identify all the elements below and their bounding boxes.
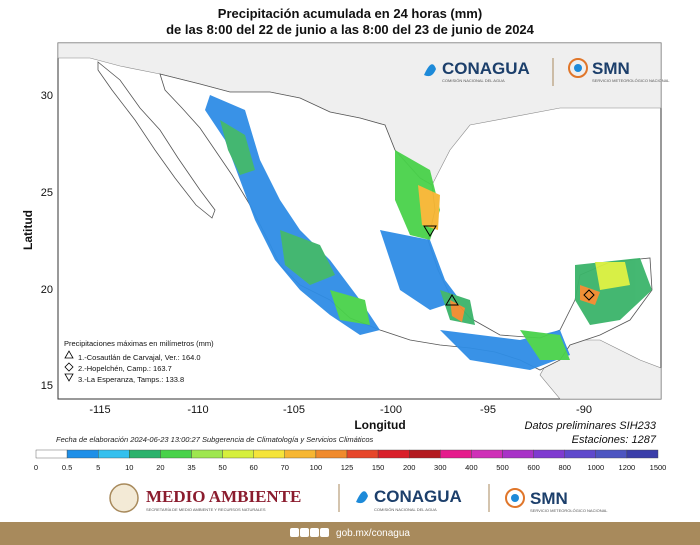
marker-la-esperanza (423, 225, 437, 237)
footer-url[interactable]: gob.mx/conagua (336, 528, 410, 539)
legend-item: 3.-La Esperanza, Tamps.: 133.8 (78, 375, 185, 384)
footer-medio-ambiente: MEDIO AMBIENTE (146, 487, 301, 506)
x-tick: -110 (187, 404, 208, 416)
triangle-down-icon (64, 373, 74, 382)
y-tick: 15 (41, 380, 53, 392)
x-ticks: -115 -110 -105 -100 -95 -90 (89, 404, 592, 416)
x-tick: -115 (89, 404, 110, 416)
footer-logos: MEDIO AMBIENTE SECRETARÍA DE MEDIO AMBIE… (109, 483, 608, 513)
header-conagua-text: CONAGUA (442, 59, 530, 78)
mexico-seal-icon (109, 483, 139, 513)
x-tick: -90 (576, 404, 592, 416)
footer-smn: SMN (530, 489, 568, 508)
triangle-up-icon (64, 350, 74, 359)
y-tick: 25 (41, 187, 53, 199)
social-icons[interactable] (290, 527, 330, 540)
map-title: Precipitación acumulada en 24 horas (mm) (217, 6, 483, 21)
baja-california (97, 61, 216, 219)
header-conagua-sub: COMISIÓN NACIONAL DEL AGUA (442, 78, 505, 83)
youtube-icon (320, 527, 330, 537)
footer-conagua-sub: COMISIÓN NACIONAL DEL AGUA (374, 507, 437, 512)
x-axis-label: Longitud (354, 418, 406, 432)
footer-smn-sub: SERVICIO METEOROLÓGICO NACIONAL (530, 508, 608, 513)
header-smn-text: SMN (592, 59, 630, 78)
legend-title: Precipitaciones máximas en milímetros (m… (64, 339, 214, 348)
conagua-drop-icon (356, 491, 368, 504)
x-tick: -100 (380, 404, 402, 416)
x-tick: -95 (480, 404, 496, 416)
y-tick: 20 (41, 284, 53, 296)
footer-medio-ambiente-sub: SECRETARÍA DE MEDIO AMBIENTE Y RECURSOS … (146, 507, 266, 512)
rain-areas (205, 95, 652, 370)
creation-date: Fecha de elaboración 2024-06-23 13:00:27… (56, 435, 374, 444)
diamond-icon (64, 362, 74, 372)
x-twitter-icon (300, 527, 310, 537)
footer-bar: gob.mx/conagua (0, 522, 700, 545)
smn-logo-icon (505, 488, 525, 508)
marker-cosautlan (445, 294, 459, 306)
y-ticks: 30 25 20 15 (41, 90, 53, 392)
x-tick: -105 (283, 404, 305, 416)
header-smn-sub: SERVICIO METEOROLÓGICO NACIONAL (592, 78, 670, 83)
header-smn-logo: SMN SERVICIO METEOROLÓGICO NACIONAL (568, 58, 670, 83)
instagram-icon (310, 527, 320, 537)
legend-item: 2.-Hopelchén, Camp.: 163.7 (78, 364, 172, 373)
y-axis-label: Latitud (21, 210, 35, 250)
facebook-icon (290, 527, 300, 537)
legend-item: 1.-Cosautlán de Carvajal, Ver.: 164.0 (78, 353, 201, 362)
station-count: Estaciones: 1287 (571, 434, 656, 446)
footer-conagua: CONAGUA (374, 487, 462, 506)
preliminary-info: Datos preliminares SIH233 Estaciones: 12… (525, 419, 656, 447)
header-conagua-logo: CONAGUA COMISIÓN NACIONAL DEL AGUA (424, 58, 554, 86)
max-precip-legend: Precipitaciones máximas en milímetros (m… (64, 338, 214, 385)
y-tick: 30 (41, 90, 53, 102)
marker-hopelchen (583, 289, 595, 301)
central-america-land (539, 339, 662, 400)
preliminary-source: Datos preliminares SIH233 (524, 420, 656, 432)
map-subtitle: de las 8:00 del 22 de junio a las 8:00 d… (166, 22, 534, 37)
